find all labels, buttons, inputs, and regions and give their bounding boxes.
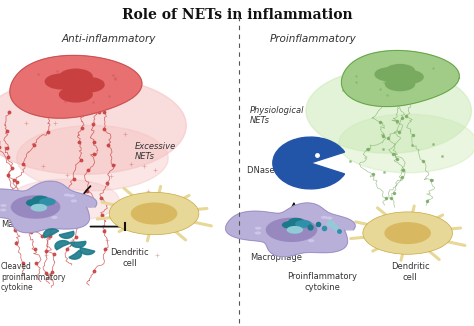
Ellipse shape bbox=[266, 218, 317, 242]
Ellipse shape bbox=[295, 220, 311, 228]
Wedge shape bbox=[69, 251, 82, 259]
Wedge shape bbox=[55, 241, 70, 250]
Ellipse shape bbox=[109, 192, 199, 235]
Ellipse shape bbox=[385, 77, 415, 91]
Ellipse shape bbox=[32, 196, 48, 203]
Text: DNase I: DNase I bbox=[247, 166, 280, 175]
Ellipse shape bbox=[71, 200, 77, 202]
Text: Cleaved
proinflammatory
cytokine: Cleaved proinflammatory cytokine bbox=[1, 262, 65, 292]
Ellipse shape bbox=[0, 77, 186, 174]
Ellipse shape bbox=[287, 226, 303, 234]
Ellipse shape bbox=[374, 67, 405, 82]
Ellipse shape bbox=[339, 114, 474, 173]
Ellipse shape bbox=[131, 202, 177, 225]
Wedge shape bbox=[80, 248, 95, 255]
Ellipse shape bbox=[255, 231, 261, 234]
Text: Excessive
NETs: Excessive NETs bbox=[135, 142, 176, 161]
Ellipse shape bbox=[326, 216, 332, 219]
Ellipse shape bbox=[282, 221, 298, 229]
Ellipse shape bbox=[11, 195, 60, 219]
Text: Dendritic
cell: Dendritic cell bbox=[110, 248, 149, 268]
Ellipse shape bbox=[0, 209, 7, 212]
Ellipse shape bbox=[308, 239, 314, 242]
Ellipse shape bbox=[39, 198, 55, 206]
Ellipse shape bbox=[321, 216, 328, 219]
Polygon shape bbox=[226, 203, 355, 257]
Ellipse shape bbox=[255, 227, 262, 230]
Ellipse shape bbox=[385, 64, 415, 78]
Ellipse shape bbox=[71, 77, 105, 93]
Text: Anti-inflammatory: Anti-inflammatory bbox=[62, 34, 156, 44]
Text: Physiological
NETs: Physiological NETs bbox=[250, 106, 304, 126]
Text: Role of NETs in inflammation: Role of NETs in inflammation bbox=[122, 8, 352, 22]
Ellipse shape bbox=[59, 86, 93, 103]
Ellipse shape bbox=[9, 179, 119, 222]
Text: Macrophage: Macrophage bbox=[250, 253, 302, 262]
Ellipse shape bbox=[69, 194, 75, 197]
Polygon shape bbox=[341, 51, 459, 107]
Polygon shape bbox=[0, 181, 97, 233]
Text: Macrophage: Macrophage bbox=[1, 220, 53, 229]
Wedge shape bbox=[44, 229, 59, 238]
Text: Proinflammatory
cytokine: Proinflammatory cytokine bbox=[287, 272, 357, 292]
Ellipse shape bbox=[393, 70, 424, 84]
Ellipse shape bbox=[51, 216, 57, 219]
Ellipse shape bbox=[17, 126, 168, 191]
Ellipse shape bbox=[45, 73, 79, 90]
Ellipse shape bbox=[0, 204, 7, 207]
Wedge shape bbox=[273, 137, 345, 189]
Ellipse shape bbox=[288, 218, 304, 226]
Ellipse shape bbox=[328, 222, 335, 225]
Ellipse shape bbox=[363, 212, 453, 254]
Ellipse shape bbox=[384, 222, 431, 244]
Ellipse shape bbox=[59, 68, 93, 85]
Ellipse shape bbox=[306, 68, 471, 153]
Ellipse shape bbox=[31, 204, 47, 212]
Ellipse shape bbox=[64, 194, 70, 197]
Wedge shape bbox=[71, 241, 86, 247]
Ellipse shape bbox=[26, 199, 42, 207]
Wedge shape bbox=[59, 231, 74, 238]
Polygon shape bbox=[10, 55, 142, 118]
Text: Dendritic
cell: Dendritic cell bbox=[391, 262, 429, 282]
Text: Proinflammatory: Proinflammatory bbox=[269, 34, 356, 44]
